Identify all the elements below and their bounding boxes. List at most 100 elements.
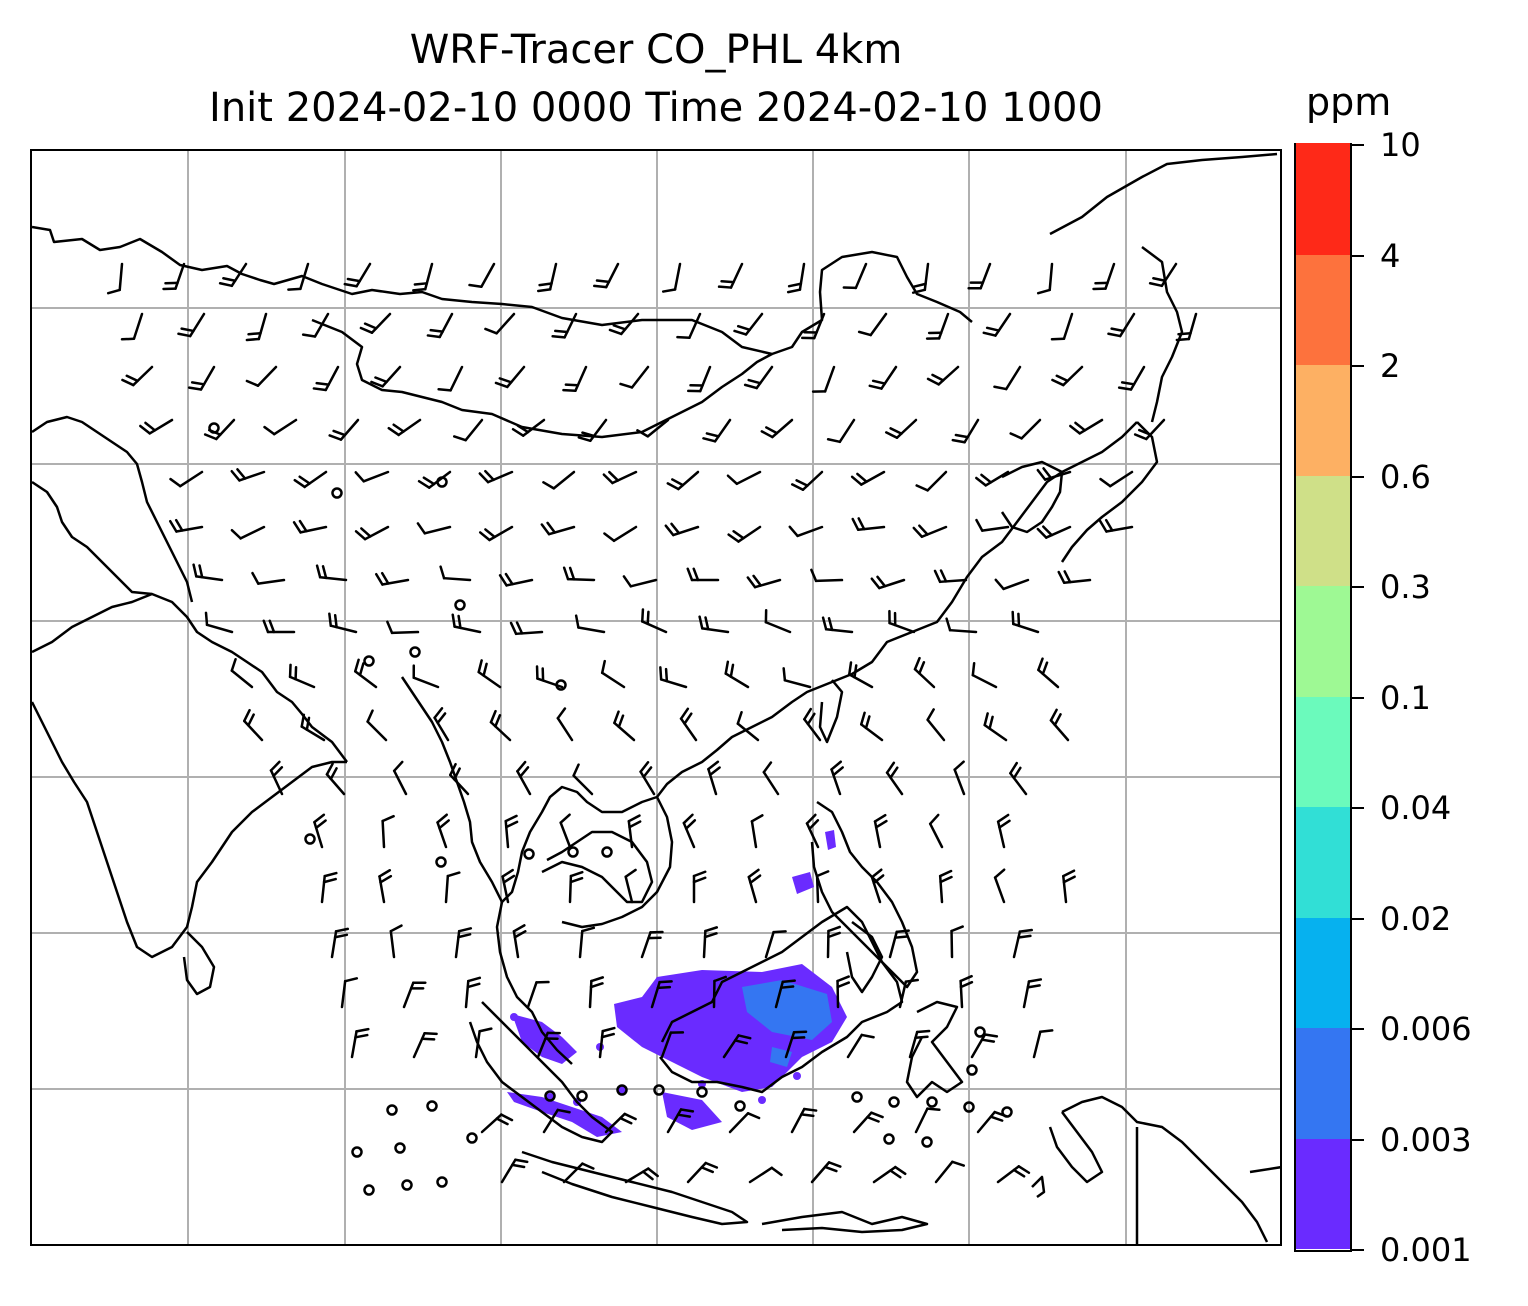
wind-barb-staff [390,630,420,635]
wind-barb-flag [595,279,611,284]
calm-wind-circle [966,1064,978,1076]
wind-barb-staff [650,980,661,1009]
wind-barb-staff [320,874,326,904]
wind-barb-staff [381,578,410,586]
wind-barb-flag [577,436,592,443]
wind-barb-flag [781,979,796,984]
wind-barb-staff [516,770,532,796]
wind-barb-staff [397,418,422,437]
wind-barb-staff [764,621,792,634]
wind-barb-flag [446,871,461,878]
wind-barb-flag [619,1116,633,1125]
wind-barb-flag [619,382,634,389]
wind-barb-flag [827,617,834,632]
wind-barb-flag [779,985,795,989]
wind-barb-flag [501,868,514,878]
wind-barb-staff [188,312,206,338]
wind-barb-staff [600,671,626,689]
wind-barb-flag [433,707,444,719]
wind-barb-flag [747,378,762,385]
wind-barb-staff [589,418,608,443]
wind-barb-flag [343,282,358,288]
wind-barb-flag [236,468,247,480]
wind-barb-flag [504,572,514,586]
wind-barb-flag [516,760,527,773]
wind-barb-flag [856,472,868,483]
wind-barb-staff [971,673,998,689]
colorbar-tick-label: 0.006 [1380,1010,1472,1048]
wind-barb-staff [707,767,718,796]
calm-wind-circle [888,1096,900,1108]
wind-barb-flag [387,426,400,437]
colorbar-tick-label: 0.003 [1380,1120,1472,1159]
coastlines [32,152,1280,1244]
wind-barb-flag [1017,934,1032,939]
wind-barb-staff [994,312,1012,337]
wind-barb-staff [611,470,638,485]
wind-barb-staff [736,722,760,742]
wind-barb-flag [994,578,1005,591]
wind-barb-flag [457,933,472,939]
wind-barb-flag [859,711,866,726]
colorbar-tick-label: 4 [1380,236,1401,275]
wind-barb-staff [937,312,950,340]
wind-barb-staff [303,470,328,489]
wind-barb-staff [512,930,520,959]
wind-barb-staff [148,418,174,435]
wind-barb-flag [466,982,481,989]
wind-barb-flag [366,709,374,723]
colorbar-tick-label: 10 [1380,126,1421,164]
wind-barb-flag [895,929,910,934]
wind-barb-staff [846,1033,864,1059]
wind-barb-flag [800,1113,815,1118]
wind-barb-staff [486,470,514,484]
coastline [1249,1166,1280,1174]
wind-barb-flag [484,469,495,482]
wind-barb-flag [218,282,234,288]
wind-barb-flag [358,662,365,677]
wind-barb-staff [562,1162,584,1184]
wind-barb-staff [299,262,310,291]
coastline [1060,421,1159,563]
wind-barb-flag [504,814,518,823]
wind-barb-flag [489,709,497,724]
wind-barb-staff [1048,262,1054,292]
wind-barb-flag [139,424,151,435]
wind-barb-flag [559,813,571,824]
wind-barb-flag [511,1163,526,1169]
wind-barb-staff [402,981,415,1009]
wind-barb-flag [203,433,218,441]
wind-barb-flag [866,1115,880,1123]
wind-barb-flag [484,327,498,335]
wind-barb-flag [860,1033,875,1039]
wind-barb-staff [500,1158,517,1184]
wind-barb-flag [230,469,241,482]
wind-barb-flag [1175,337,1191,342]
wind-barb-flag [392,423,405,433]
wind-barb-staff [624,1167,650,1184]
wind-barb-staff [362,470,390,483]
calm-wind-circle [567,846,579,858]
wind-barb-flag [519,766,530,778]
wind-barb-flag [589,982,604,989]
wind-barb-staff [688,312,702,340]
plume-speck [758,1096,766,1104]
wind-barb-flag [321,565,328,580]
wind-barb-staff [803,717,822,742]
wind-barb-flag [928,813,940,826]
wind-barb-staff [796,525,824,538]
wind-barb-staff [552,470,576,490]
wind-barb-flag [915,1029,931,1034]
wind-barb-flag [627,814,641,823]
wind-barb-staff [722,1034,740,1059]
wind-barb-staff [852,1111,873,1134]
colorbar-tick [1352,1138,1364,1141]
wind-barb-staff [963,418,980,444]
wind-barb-staff [934,1160,954,1184]
wind-barb-flag [692,567,700,582]
wind-barb-flag [509,621,518,636]
coastline [32,225,973,356]
wind-barb-flag [993,868,1006,879]
coastline [495,785,658,1065]
colorbar-tick-label: 0.6 [1380,457,1431,496]
